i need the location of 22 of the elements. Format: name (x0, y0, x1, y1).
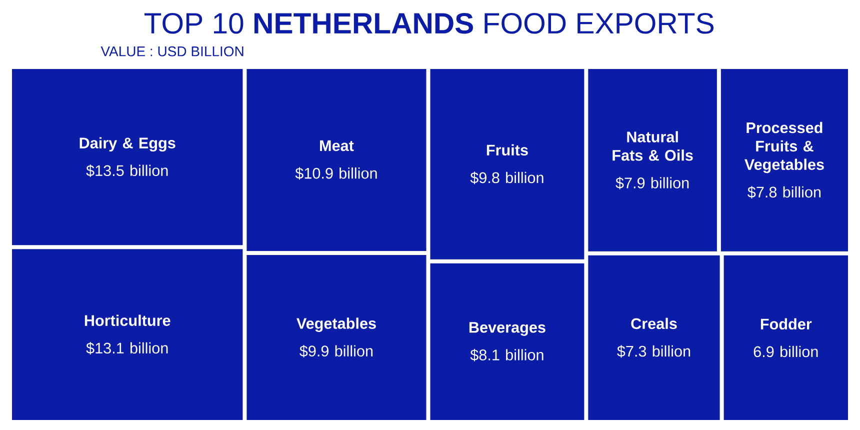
category-label: Dairy & Eggs (80, 137, 176, 152)
category-label: Beverages (469, 322, 546, 336)
text: TOP 10 NETHERLANDS FOOD EXPORTS (144, 12, 714, 34)
category-label: Processed Fruits & Vegetables (744, 122, 824, 174)
data-label: $7.9 billion (616, 176, 689, 190)
data-label: $9.8 billion (470, 172, 544, 184)
data-label: $10.9 billion (295, 167, 377, 180)
category-label: Natural Fats & Oils (612, 131, 693, 161)
data-label: $8.1 billion (470, 348, 544, 362)
category-label: Horticulture (84, 314, 170, 326)
category-label: Fruits (486, 144, 528, 156)
category-label: Fodder (760, 318, 812, 330)
category-label: Vegetables (296, 318, 376, 332)
text: VALUE : USD BILLION (100, 46, 244, 56)
data-label: 6.9 billion (754, 346, 818, 358)
data-label: $7.8 billion (748, 186, 821, 198)
data-label: $13.5 billion (86, 164, 168, 177)
data-label: $13.1 billion (86, 342, 168, 354)
data-label: $9.9 billion (300, 344, 373, 358)
category-label: Creals (631, 318, 677, 330)
category-label: Meat (320, 140, 354, 152)
data-label: $7.3 billion (617, 345, 690, 358)
